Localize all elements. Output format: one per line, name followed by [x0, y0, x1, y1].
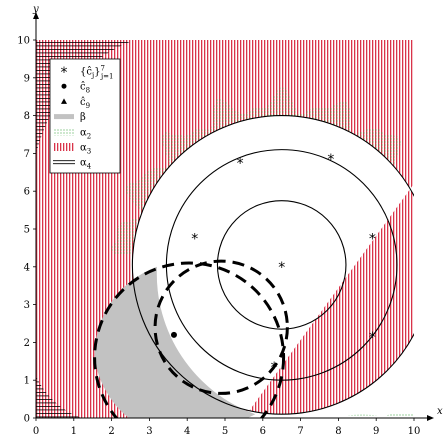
x-axis-label: x — [437, 406, 443, 417]
x-axis-ticks: 0 1 2 3 4 5 6 7 8 9 10 — [33, 418, 421, 437]
legend-label: ĉ9 — [80, 97, 90, 110]
beta-region — [94, 266, 256, 418]
x-tick-label: 1 — [71, 426, 77, 437]
x-tick-label: 8 — [335, 426, 341, 437]
legend-triangle-icon — [61, 98, 67, 104]
y-tick-label: 4 — [24, 262, 30, 273]
legend-label: {ĉj}7 j=1 — [80, 65, 113, 81]
y-tick-label: 5 — [24, 225, 30, 236]
center-point: * — [369, 330, 376, 346]
y-tick-label: 3 — [24, 300, 30, 311]
c8-point — [170, 331, 177, 338]
alpha2-region — [111, 87, 414, 418]
x-tick-label: 5 — [222, 426, 228, 437]
legend-label: α3 — [80, 143, 91, 156]
solid-circle — [216, 200, 347, 330]
y-tick-label: 9 — [24, 73, 30, 84]
center-point: * — [327, 152, 334, 168]
y-tick-label: 8 — [24, 111, 30, 122]
center-point: * — [278, 260, 285, 276]
x-tick-label: 9 — [373, 426, 379, 437]
y-tick-label: 1 — [24, 376, 30, 387]
x-tick-label: 3 — [146, 426, 152, 437]
dashed-circles — [93, 259, 289, 418]
x-tick-label: 6 — [260, 426, 266, 437]
c8-marker — [170, 331, 177, 338]
x-tick-label: 7 — [297, 426, 303, 437]
legend-star-icon: * — [61, 65, 68, 81]
y-tick-label: 6 — [24, 187, 30, 198]
x-tick-label: 2 — [108, 426, 114, 437]
x-tick-label: 0 — [33, 426, 39, 437]
legend-label: ĉ8 — [80, 82, 90, 95]
legend-alpha2-swatch — [54, 127, 74, 136]
dashed-circle — [93, 261, 286, 418]
legend: * {ĉj}7 j=1ĉ8 ĉ9 β α2 α3 α4 — [49, 58, 121, 174]
dashed-circle — [153, 259, 289, 395]
y-axis-ticks: 0 1 2 3 4 5 6 7 8 9 10 — [17, 36, 36, 425]
center-point: * — [271, 360, 278, 376]
legend-beta-swatch — [54, 114, 74, 120]
y-tick-label: 2 — [24, 338, 30, 349]
legend-dot-icon — [61, 83, 67, 89]
y-axis-label: y — [32, 4, 39, 15]
y-tick-label: 10 — [17, 36, 30, 47]
center-points: * * * * * * * — [191, 152, 376, 376]
x-tick-label: 4 — [184, 426, 190, 437]
y-tick-label: 7 — [24, 149, 30, 160]
legend-label: α2 — [80, 127, 91, 140]
center-point: * — [369, 232, 376, 248]
center-point: * — [237, 156, 244, 172]
center-point: * — [191, 232, 198, 248]
y-tick-label: 0 — [24, 414, 30, 425]
legend-label: β — [80, 112, 86, 123]
solid-circle — [131, 115, 414, 415]
legend-alpha3-swatch — [54, 143, 74, 151]
axes — [33, 12, 434, 421]
x-tick-label: 10 — [408, 426, 421, 437]
legend-label: α4 — [80, 158, 92, 171]
